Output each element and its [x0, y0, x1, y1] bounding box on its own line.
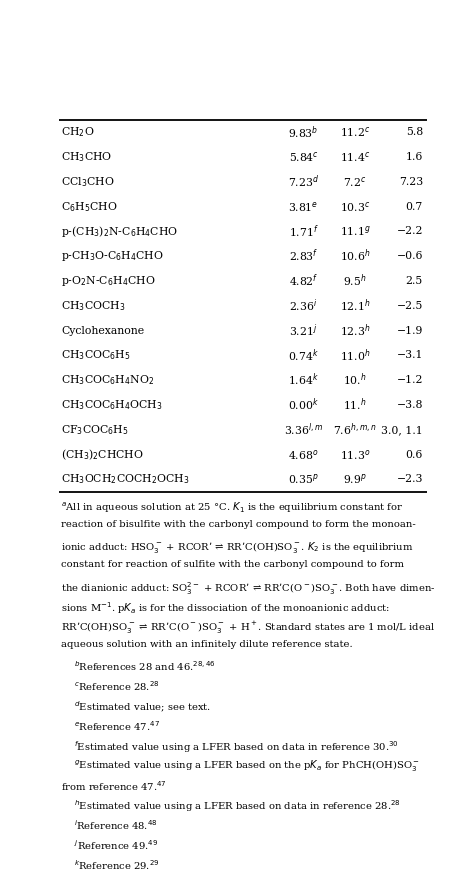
- Text: 11.3$^o$: 11.3$^o$: [340, 447, 370, 461]
- Text: CCl$_3$CHO: CCl$_3$CHO: [61, 175, 115, 189]
- Text: 11.2$^c$: 11.2$^c$: [340, 125, 370, 139]
- Text: $^c$Reference 28.$^{28}$: $^c$Reference 28.$^{28}$: [74, 679, 160, 693]
- Text: −2.5: −2.5: [397, 301, 423, 311]
- Text: reaction of bisulfite with the carbonyl compound to form the monoan-: reaction of bisulfite with the carbonyl …: [61, 521, 416, 529]
- Text: $^f$Estimated value using a LFER based on data in reference 30.$^{30}$: $^f$Estimated value using a LFER based o…: [74, 739, 399, 755]
- Text: $^a$All in aqueous solution at 25 °C. $K_1$ is the equilibrium constant for: $^a$All in aqueous solution at 25 °C. $K…: [61, 500, 403, 514]
- Text: 0.74$^k$: 0.74$^k$: [288, 347, 319, 364]
- Text: aqueous solution with an infinitely dilute reference state.: aqueous solution with an infinitely dilu…: [61, 640, 353, 648]
- Text: 10.3$^c$: 10.3$^c$: [340, 200, 370, 214]
- Text: 10.6$^h$: 10.6$^h$: [340, 248, 370, 264]
- Text: Cyclohexanone: Cyclohexanone: [61, 326, 144, 336]
- Text: 10.$^h$: 10.$^h$: [343, 372, 367, 388]
- Text: 12.1$^h$: 12.1$^h$: [340, 298, 370, 314]
- Text: $^d$Estimated value; see text.: $^d$Estimated value; see text.: [74, 699, 211, 714]
- Text: 3.81$^e$: 3.81$^e$: [288, 200, 319, 214]
- Text: $^i$Reference 48.$^{48}$: $^i$Reference 48.$^{48}$: [74, 818, 158, 832]
- Text: 11.$^h$: 11.$^h$: [343, 396, 367, 413]
- Text: 9.9$^p$: 9.9$^p$: [343, 473, 367, 487]
- Text: ionic adduct: HSO$_3^-$ + RCOR’ ⇌ RR’C(OH)SO$_3^-$. $K_2$ is the equilibrium: ionic adduct: HSO$_3^-$ + RCOR’ ⇌ RR’C(O…: [61, 540, 413, 556]
- Text: from reference 47.$^{47}$: from reference 47.$^{47}$: [61, 779, 167, 793]
- Text: 0.00$^k$: 0.00$^k$: [288, 396, 319, 413]
- Text: −2.2: −2.2: [396, 227, 423, 236]
- Text: 1.6: 1.6: [406, 152, 423, 162]
- Text: 2.36$^i$: 2.36$^i$: [289, 298, 318, 314]
- Text: CH$_3$CHO: CH$_3$CHO: [61, 150, 112, 164]
- Text: RR’C(OH)SO$_3^-$ ⇌ RR’C(O$^-$)SO$_3^-$ + H$^+$. Standard states are 1 mol/L idea: RR’C(OH)SO$_3^-$ ⇌ RR’C(O$^-$)SO$_3^-$ +…: [61, 620, 435, 636]
- Text: 9.5$^h$: 9.5$^h$: [343, 273, 367, 290]
- Text: 3.0, 1.1: 3.0, 1.1: [381, 424, 423, 435]
- Text: 3.36$^{l,m}$: 3.36$^{l,m}$: [284, 422, 323, 438]
- Text: p-CH$_3$O-C$_6$H$_4$CHO: p-CH$_3$O-C$_6$H$_4$CHO: [61, 249, 164, 263]
- Text: 7.6$^{h,m,n}$: 7.6$^{h,m,n}$: [333, 422, 377, 438]
- Text: 2.5: 2.5: [406, 276, 423, 286]
- Text: 3.21$^j$: 3.21$^j$: [290, 322, 318, 339]
- Text: 4.68$^o$: 4.68$^o$: [288, 447, 319, 461]
- Text: 1.71$^f$: 1.71$^f$: [289, 223, 319, 240]
- Text: −3.1: −3.1: [396, 350, 423, 360]
- Text: 7.2$^c$: 7.2$^c$: [343, 175, 366, 189]
- Text: constant for reaction of sulfite with the carbonyl compound to form: constant for reaction of sulfite with th…: [61, 560, 404, 569]
- Text: CH$_3$COC$_6$H$_5$: CH$_3$COC$_6$H$_5$: [61, 348, 131, 362]
- Text: −1.9: −1.9: [397, 326, 423, 336]
- Text: −2.3: −2.3: [396, 474, 423, 485]
- Text: CH$_2$O: CH$_2$O: [61, 125, 94, 139]
- Text: 11.1$^g$: 11.1$^g$: [339, 224, 370, 238]
- Text: $^g$Estimated value using a LFER based on the p$K_a$ for PhCH(OH)SO$_3^-$: $^g$Estimated value using a LFER based o…: [74, 759, 420, 774]
- Text: CF$_3$COC$_6$H$_5$: CF$_3$COC$_6$H$_5$: [61, 423, 129, 437]
- Text: p-O$_2$N-C$_6$H$_4$CHO: p-O$_2$N-C$_6$H$_4$CHO: [61, 274, 155, 288]
- Text: 0.7: 0.7: [406, 201, 423, 212]
- Text: 11.4$^c$: 11.4$^c$: [340, 150, 370, 164]
- Text: $^h$Estimated value using a LFER based on data in reference 28.$^{28}$: $^h$Estimated value using a LFER based o…: [74, 799, 401, 815]
- Text: $^b$References 28 and 46.$^{28,46}$: $^b$References 28 and 46.$^{28,46}$: [74, 660, 216, 673]
- Text: 9.83$^b$: 9.83$^b$: [288, 124, 319, 141]
- Text: the dianionic adduct: SO$_3^{2-}$ + RCOR’ ⇌ RR’C(O$^-$)SO$_3^-$. Both have dimen: the dianionic adduct: SO$_3^{2-}$ + RCOR…: [61, 580, 436, 597]
- Text: CH$_3$COC$_6$H$_4$NO$_2$: CH$_3$COC$_6$H$_4$NO$_2$: [61, 374, 154, 387]
- Text: 7.23$^d$: 7.23$^d$: [288, 173, 319, 190]
- Text: CH$_3$COCH$_3$: CH$_3$COCH$_3$: [61, 299, 126, 312]
- Text: $^j$Reference 49.$^{49}$: $^j$Reference 49.$^{49}$: [74, 838, 158, 852]
- Text: CH$_3$COC$_6$H$_4$OCH$_3$: CH$_3$COC$_6$H$_4$OCH$_3$: [61, 398, 163, 412]
- Text: −0.6: −0.6: [396, 251, 423, 262]
- Text: 2.83$^f$: 2.83$^f$: [289, 248, 319, 264]
- Text: 0.35$^p$: 0.35$^p$: [288, 473, 319, 487]
- Text: C$_6$H$_5$CHO: C$_6$H$_5$CHO: [61, 200, 118, 214]
- Text: 11.0$^h$: 11.0$^h$: [340, 347, 370, 364]
- Text: sions M$^{-1}$. p$K_a$ is for the dissociation of the monoanionic adduct:: sions M$^{-1}$. p$K_a$ is for the dissoc…: [61, 600, 390, 616]
- Text: −3.8: −3.8: [396, 400, 423, 410]
- Text: 7.23: 7.23: [399, 177, 423, 186]
- Text: 4.82$^f$: 4.82$^f$: [289, 273, 319, 290]
- Text: 12.3$^h$: 12.3$^h$: [340, 322, 370, 339]
- Text: 1.64$^k$: 1.64$^k$: [288, 372, 319, 388]
- Text: 0.6: 0.6: [406, 450, 423, 459]
- Text: $^e$Reference 47.$^{47}$: $^e$Reference 47.$^{47}$: [74, 719, 160, 733]
- Text: −1.2: −1.2: [396, 375, 423, 385]
- Text: $^k$Reference 29.$^{29}$: $^k$Reference 29.$^{29}$: [74, 858, 160, 872]
- Text: (CH$_3$)$_2$CHCHO: (CH$_3$)$_2$CHCHO: [61, 447, 144, 462]
- Text: p-(CH$_3$)$_2$N-C$_6$H$_4$CHO: p-(CH$_3$)$_2$N-C$_6$H$_4$CHO: [61, 224, 178, 239]
- Text: 5.84$^c$: 5.84$^c$: [289, 150, 319, 164]
- Text: 5.8: 5.8: [406, 127, 423, 137]
- Text: CH$_3$OCH$_2$COCH$_2$OCH$_3$: CH$_3$OCH$_2$COCH$_2$OCH$_3$: [61, 473, 190, 487]
